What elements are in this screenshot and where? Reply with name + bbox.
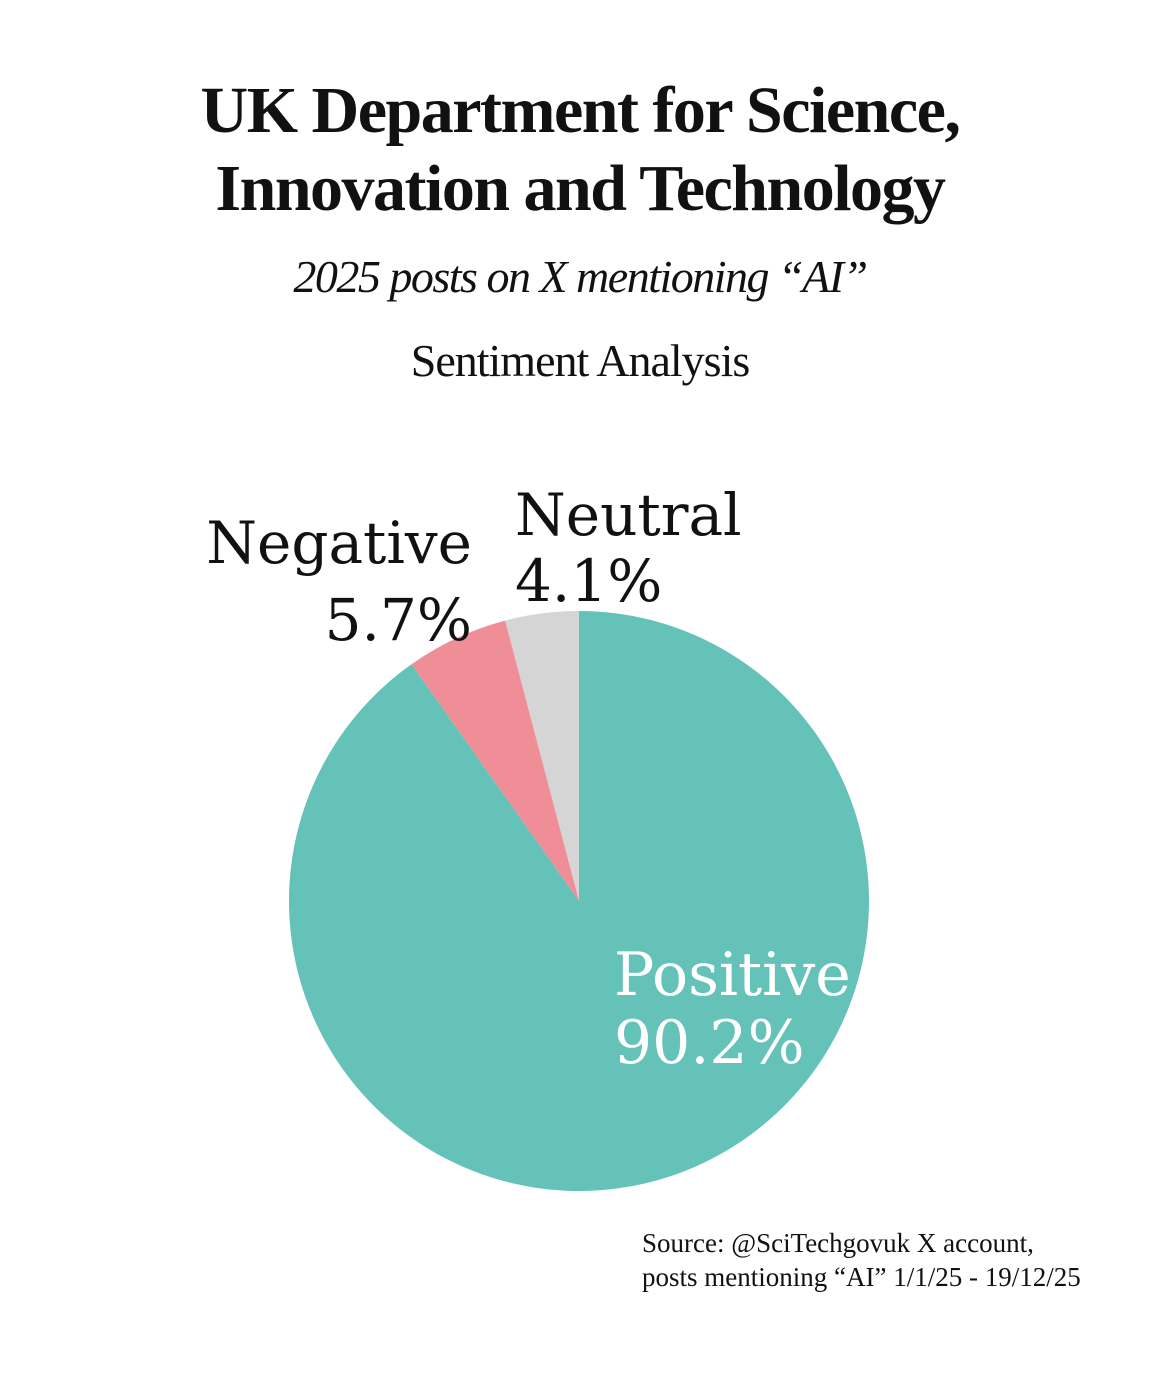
pie-slice-neutral [505, 611, 579, 901]
slice-label-neutral: Neutral [515, 481, 742, 549]
slice-value-neutral: 4.1% [515, 547, 662, 615]
chart-title: UK Department for Science, Innovation an… [0, 72, 1160, 228]
slice-value-negative: 5.7% [325, 586, 472, 654]
slice-label-negative: Negative [206, 509, 472, 577]
pie-slices [288, 611, 869, 1192]
source-line-1: Source: @SciTechgovuk X account, [642, 1228, 1034, 1258]
source-line-2: posts mentioning “AI” 1/1/25 - 19/12/25 [642, 1262, 1081, 1292]
chart-title-line-1: UK Department for Science, [200, 74, 961, 147]
slice-value-positive: 90.2% [614, 1008, 805, 1078]
pie-slice-positive [288, 611, 869, 1192]
chart-subtitle: 2025 posts on X mentioning “AI” [293, 251, 868, 302]
source-note: Source: @SciTechgovuk X account, posts m… [642, 1226, 1142, 1294]
slice-label-positive: Positive [614, 940, 851, 1010]
chart-title-line-2: Innovation and Technology [215, 152, 946, 225]
pie-slice-negative [411, 620, 579, 901]
chart-heading: Sentiment Analysis [410, 335, 751, 386]
